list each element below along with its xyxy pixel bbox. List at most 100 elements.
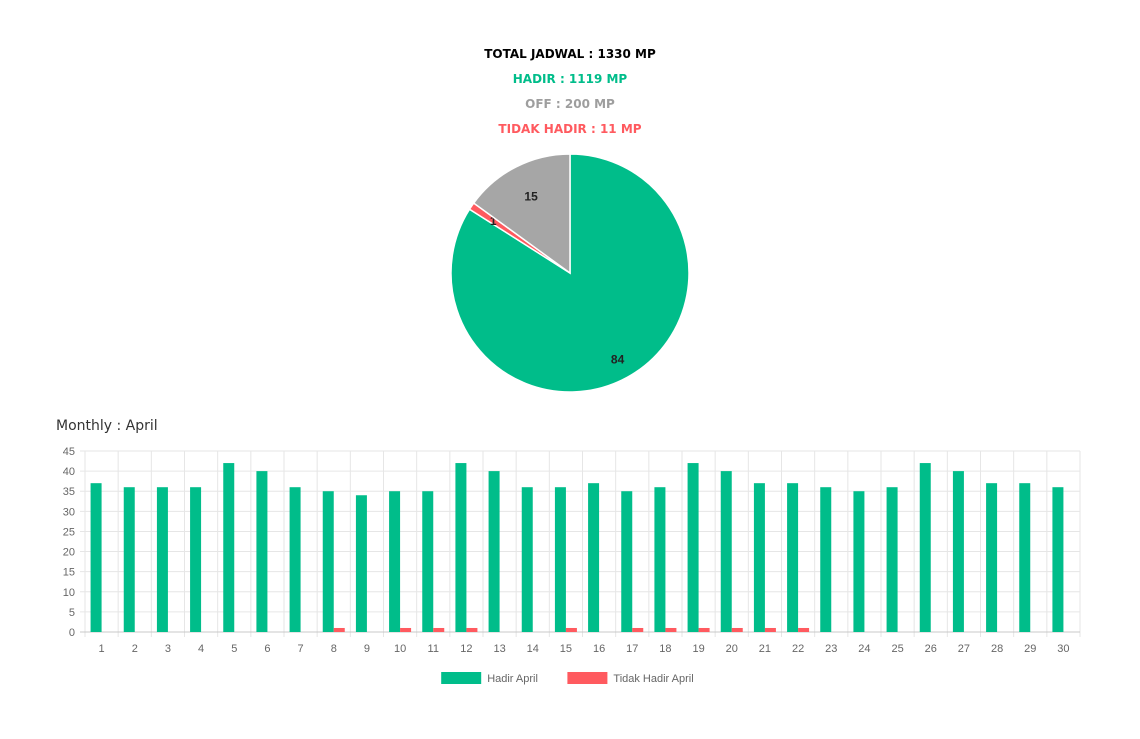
x-tick-label: 26 (925, 643, 937, 655)
bar-tidak-hadir-12[interactable] (466, 627, 478, 632)
bar-hadir-2[interactable] (123, 487, 135, 632)
tidak-hadir-label: TIDAK HADIR : 11 MP (498, 122, 642, 136)
x-tick-label: 3 (165, 643, 171, 655)
bar-hadir-21[interactable] (753, 483, 765, 632)
x-tick-label: 27 (958, 643, 970, 655)
legend-item-tidak-hadir-april[interactable]: Tidak Hadir April (567, 672, 694, 685)
bar-hadir-9[interactable] (355, 495, 367, 632)
bar-hadir-10[interactable] (389, 491, 401, 632)
bar-tidak-hadir-22[interactable] (798, 627, 810, 632)
x-tick-label: 19 (692, 643, 704, 655)
bar-hadir-14[interactable] (521, 487, 533, 632)
summary-panel: TOTAL JADWAL : 1330 MP HADIR : 1119 MP O… (0, 42, 1140, 142)
x-tick-label: 24 (858, 643, 870, 655)
legend-swatch (441, 672, 482, 684)
bar-hadir-30[interactable] (1052, 487, 1064, 632)
y-tick-label: 20 (63, 547, 75, 559)
bar-hadir-8[interactable] (322, 491, 334, 632)
x-tick-label: 25 (891, 643, 903, 655)
y-tick-label: 10 (63, 587, 75, 599)
y-tick-label: 35 (63, 486, 75, 498)
legend-swatch (567, 672, 608, 684)
bar-chart-grid (80, 450, 1081, 637)
x-tick-label: 13 (493, 643, 505, 655)
y-tick-label: 0 (69, 627, 75, 639)
x-tick-label: 5 (231, 643, 237, 655)
bar-tidak-hadir-11[interactable] (433, 627, 445, 632)
bar-hadir-16[interactable] (588, 483, 600, 632)
y-tick-label: 25 (63, 526, 75, 538)
x-tick-label: 10 (394, 643, 406, 655)
y-tick-label: 40 (63, 466, 75, 478)
x-tick-label: 8 (331, 643, 337, 655)
bar-tidak-hadir-18[interactable] (665, 627, 677, 632)
x-tick-label: 4 (198, 643, 204, 655)
y-tick-label: 30 (63, 506, 75, 518)
x-tick-label: 14 (527, 643, 539, 655)
x-tick-label: 23 (825, 643, 837, 655)
bar-hadir-11[interactable] (422, 491, 434, 632)
bar-hadir-17[interactable] (621, 491, 633, 632)
x-tick-label: 1 (99, 643, 105, 655)
bar-hadir-3[interactable] (156, 487, 168, 632)
bar-hadir-20[interactable] (720, 471, 732, 632)
x-tick-label: 16 (593, 643, 605, 655)
x-tick-label: 28 (991, 643, 1003, 655)
bar-tidak-hadir-17[interactable] (632, 627, 644, 632)
bar-hadir-1[interactable] (90, 483, 102, 632)
legend-label: Tidak Hadir April (613, 673, 693, 685)
bar-hadir-23[interactable] (820, 487, 832, 632)
total-jadwal-label: TOTAL JADWAL : 1330 MP (484, 47, 656, 61)
y-tick-label: 15 (63, 567, 75, 579)
pie-label-15: 15 (524, 190, 538, 204)
bar-tidak-hadir-15[interactable] (565, 627, 577, 632)
x-tick-label: 22 (792, 643, 804, 655)
x-tick-label: 30 (1057, 643, 1069, 655)
x-tick-label: 21 (759, 643, 771, 655)
bar-hadir-12[interactable] (455, 463, 467, 632)
x-tick-label: 2 (132, 643, 138, 655)
x-tick-label: 18 (659, 643, 671, 655)
x-tick-label: 17 (626, 643, 638, 655)
bar-tidak-hadir-19[interactable] (698, 627, 710, 632)
pie-label-84: 84 (611, 353, 625, 367)
bar-tidak-hadir-20[interactable] (731, 627, 743, 632)
monthly-title: Monthly : April (56, 418, 158, 434)
x-tick-label: 9 (364, 643, 370, 655)
bar-tidak-hadir-21[interactable] (764, 627, 776, 632)
x-tick-label: 12 (460, 643, 472, 655)
x-tick-label: 15 (560, 643, 572, 655)
bar-tidak-hadir-10[interactable] (400, 627, 412, 632)
x-tick-label: 7 (298, 643, 304, 655)
pie-label-1: 1 (490, 214, 497, 228)
bar-tidak-hadir-8[interactable] (333, 627, 345, 632)
bar-hadir-26[interactable] (919, 463, 931, 632)
bar-hadir-13[interactable] (488, 471, 500, 632)
off-label: OFF : 200 MP (525, 97, 615, 111)
x-tick-label: 6 (264, 643, 270, 655)
x-tick-label: 29 (1024, 643, 1036, 655)
bar-hadir-18[interactable] (654, 487, 666, 632)
x-tick-label: 20 (726, 643, 738, 655)
bar-hadir-27[interactable] (952, 471, 964, 632)
y-tick-label: 5 (69, 607, 75, 619)
bar-hadir-22[interactable] (787, 483, 799, 632)
bar-hadir-5[interactable] (223, 463, 235, 632)
legend-item-hadir-april[interactable]: Hadir April (441, 672, 538, 685)
pie-slice-15[interactable] (472, 153, 571, 275)
x-tick-label: 11 (428, 643, 439, 655)
bar-hadir-4[interactable] (190, 487, 202, 632)
bar-hadir-28[interactable] (986, 483, 998, 632)
bar-hadir-15[interactable] (554, 487, 566, 632)
bar-hadir-29[interactable] (1019, 483, 1031, 632)
hadir-label: HADIR : 1119 MP (512, 72, 628, 86)
attendance-pie-chart: 84 1 15 (450, 153, 690, 393)
bar-hadir-24[interactable] (853, 491, 865, 632)
bar-hadir-19[interactable] (687, 463, 699, 632)
bar-hadir-6[interactable] (256, 471, 268, 632)
bar-hadir-25[interactable] (886, 487, 898, 632)
y-tick-label: 45 (63, 446, 75, 458)
bar-hadir-7[interactable] (289, 487, 301, 632)
legend-label: Hadir April (487, 673, 538, 685)
